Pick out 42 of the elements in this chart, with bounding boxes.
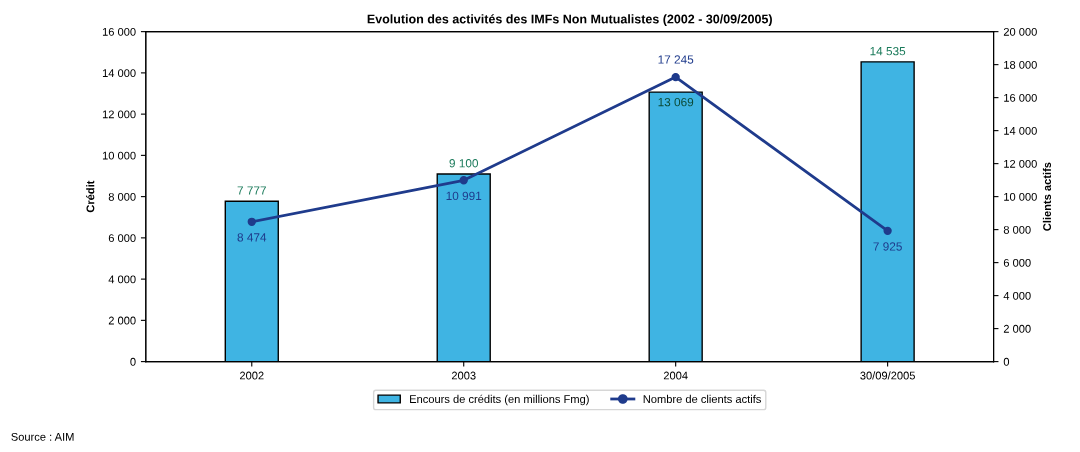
legend-label: Encours de crédits (en millions Fmg) xyxy=(410,394,589,406)
data-label: 13 069 xyxy=(658,97,694,107)
source-note: Source : AIM xyxy=(11,432,74,441)
y2-tick-label: 0 xyxy=(1003,357,1010,366)
y-tick-label: 4 000 xyxy=(108,275,136,284)
y2-axis-title: Clients actifs xyxy=(1042,162,1052,231)
y-tick-label: 16 000 xyxy=(102,27,136,36)
data-label: 14 535 xyxy=(870,46,906,56)
y2-tick-label: 14 000 xyxy=(1004,126,1037,135)
y-tick-label: 10 000 xyxy=(102,151,136,160)
y2-tick-label: 2 000 xyxy=(1003,324,1031,333)
y-tick-label: 6 000 xyxy=(108,234,136,242)
y2-tick-label: 12 000 xyxy=(1004,159,1037,168)
point xyxy=(247,217,256,226)
y-axis-title: Crédit xyxy=(86,180,95,213)
data-label: 7 925 xyxy=(873,242,902,251)
y2-tick-label: 20 000 xyxy=(1003,27,1037,36)
point xyxy=(459,176,468,185)
x-tick-label: 2003 xyxy=(451,371,476,380)
data-label: 9 100 xyxy=(449,159,479,168)
y2-tick-label: 10 000 xyxy=(1004,192,1037,201)
x-tick-label: 2002 xyxy=(239,371,264,380)
chart-title: Evolution des activités des IMFs Non Mutualistes (2002 - 30/09/2005) xyxy=(367,14,772,26)
y2-tick-label: 16 000 xyxy=(1004,93,1037,102)
data-label: 10 991 xyxy=(446,191,482,201)
y2-tick-label: 18 000 xyxy=(1004,60,1037,69)
legend-label: Nombre de clients actifs xyxy=(643,394,761,403)
data-label: 17 245 xyxy=(658,55,694,64)
data-label: 8 474 xyxy=(237,233,267,242)
y2-tick-label: 8 000 xyxy=(1003,225,1031,234)
y-tick-label: 12 000 xyxy=(102,110,136,119)
y-tick-label: 8 000 xyxy=(108,192,136,201)
point xyxy=(671,72,680,82)
x-tick-label: 30/09/2005 xyxy=(860,371,915,380)
y-tick-label: 14 000 xyxy=(102,69,136,78)
y2-tick-label: 4 000 xyxy=(1003,291,1031,300)
point xyxy=(883,226,892,236)
y-tick-label: 2 000 xyxy=(108,316,136,325)
y-tick-label: 0 xyxy=(130,357,136,366)
x-tick-label: 2004 xyxy=(663,371,688,380)
data-label: 7 777 xyxy=(237,186,266,195)
y2-tick-label: 6 000 xyxy=(1003,258,1031,267)
